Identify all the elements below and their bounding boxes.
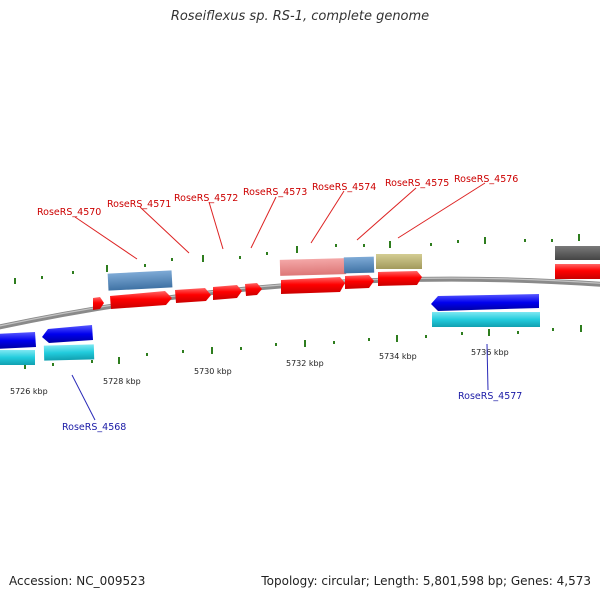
cds-arrow-4570[interactable] — [110, 291, 172, 309]
rev-arrow-left[interactable] — [0, 332, 36, 349]
rev-cyan-4568[interactable] — [43, 344, 95, 361]
forward-strand-features — [107, 246, 600, 291]
leader-lines-red — [74, 182, 486, 260]
lower-tick-track — [24, 325, 582, 369]
gene-feature-grey-right[interactable] — [555, 246, 600, 260]
gene-label-4577[interactable]: RoseRS_4577 — [458, 391, 522, 402]
scale-label-5726: 5726 kbp — [10, 387, 48, 396]
gene-label-4576[interactable]: RoseRS_4576 — [454, 174, 518, 185]
genome-title: Roseiflexus sp. RS-1, complete genome — [170, 9, 430, 24]
gene-label-4571[interactable]: RoseRS_4571 — [107, 199, 171, 210]
gene-label-4574[interactable]: RoseRS_4574 — [312, 182, 376, 193]
gene-label-4568[interactable]: RoseRS_4568 — [62, 422, 126, 433]
rev-arrow-4568[interactable] — [42, 325, 93, 343]
cds-arrow-4575[interactable] — [345, 275, 374, 289]
reverse-strand-features — [0, 294, 540, 365]
gene-feature-steelblue-4571[interactable] — [107, 270, 173, 291]
cds-arrow-small[interactable] — [93, 297, 104, 310]
cds-arrow-4576[interactable] — [378, 271, 422, 286]
scale-label-5736: 5736 kbp — [471, 348, 509, 357]
scale-label-5732: 5732 kbp — [286, 359, 324, 368]
gene-label-4570[interactable]: RoseRS_4570 — [37, 207, 101, 218]
cds-arrows — [93, 264, 600, 310]
cds-block-right[interactable] — [555, 264, 600, 279]
rev-cyan-left[interactable] — [0, 350, 35, 365]
genome-summary: Topology: circular; Length: 5,801,598 bp… — [261, 574, 591, 588]
scale-label-5728: 5728 kbp — [103, 377, 141, 386]
gene-feature-pink-4574[interactable] — [279, 258, 347, 276]
accession-label: Accession: NC_009523 — [9, 574, 146, 588]
cds-arrow-4574[interactable] — [281, 277, 345, 294]
upper-tick-track — [14, 234, 580, 284]
scale-label-5734: 5734 kbp — [379, 352, 417, 361]
gene-label-4573[interactable]: RoseRS_4573 — [243, 187, 307, 198]
rev-arrow-4577[interactable] — [431, 294, 539, 311]
cds-arrow-4573[interactable] — [245, 283, 262, 296]
gene-label-4572[interactable]: RoseRS_4572 — [174, 193, 238, 204]
scale-label-5730: 5730 kbp — [194, 367, 232, 376]
gene-feature-steelblue-4574[interactable] — [343, 256, 375, 274]
cds-arrow-4571[interactable] — [175, 288, 211, 303]
leader-lines-blue — [71, 343, 489, 421]
cds-arrow-4572[interactable] — [213, 285, 242, 300]
gene-feature-olive-4575[interactable] — [376, 254, 422, 269]
gene-label-4575[interactable]: RoseRS_4575 — [385, 178, 449, 189]
rev-cyan-4577[interactable] — [432, 312, 540, 327]
